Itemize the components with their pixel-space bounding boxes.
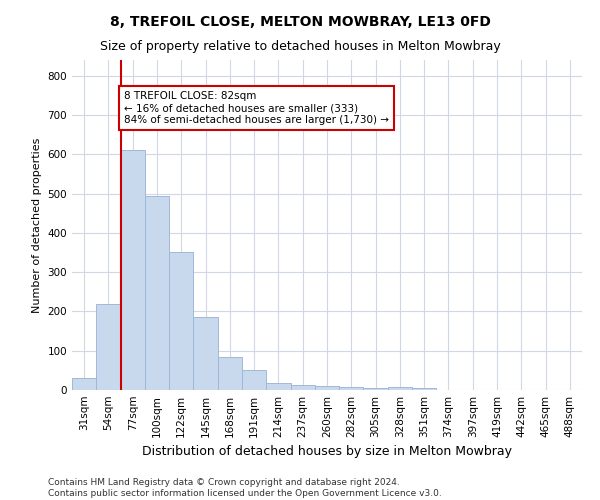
Text: 8, TREFOIL CLOSE, MELTON MOWBRAY, LE13 0FD: 8, TREFOIL CLOSE, MELTON MOWBRAY, LE13 0…: [110, 15, 490, 29]
Y-axis label: Number of detached properties: Number of detached properties: [32, 138, 42, 312]
Bar: [315, 386, 339, 390]
Text: Size of property relative to detached houses in Melton Mowbray: Size of property relative to detached ho…: [100, 40, 500, 53]
Bar: [242, 370, 266, 390]
Bar: [339, 387, 364, 390]
Text: Contains HM Land Registry data © Crown copyright and database right 2024.
Contai: Contains HM Land Registry data © Crown c…: [48, 478, 442, 498]
Bar: [96, 304, 121, 390]
Bar: [121, 150, 145, 390]
Text: 8 TREFOIL CLOSE: 82sqm
← 16% of detached houses are smaller (333)
84% of semi-de: 8 TREFOIL CLOSE: 82sqm ← 16% of detached…: [124, 92, 389, 124]
Bar: [193, 316, 218, 390]
Bar: [145, 196, 169, 390]
Bar: [218, 358, 242, 390]
Bar: [364, 388, 388, 390]
Bar: [169, 252, 193, 390]
Bar: [412, 388, 436, 390]
X-axis label: Distribution of detached houses by size in Melton Mowbray: Distribution of detached houses by size …: [142, 446, 512, 458]
Bar: [266, 384, 290, 390]
Bar: [388, 387, 412, 390]
Bar: [290, 385, 315, 390]
Bar: [72, 378, 96, 390]
